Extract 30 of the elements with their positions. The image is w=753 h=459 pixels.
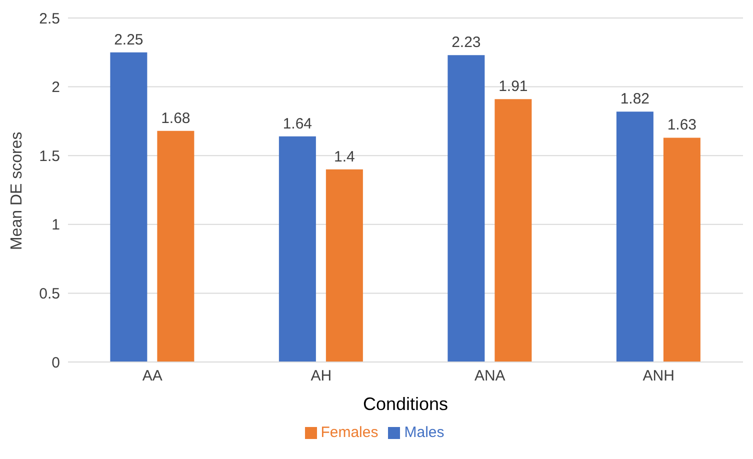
y-tick-label: 0 [52,354,60,372]
x-tick-label: AA [142,368,162,385]
data-label: 1.4 [334,148,355,166]
bar [326,169,363,362]
data-label: 1.68 [161,110,190,127]
y-tick-label: 2 [52,79,60,96]
bar [616,112,654,362]
data-label: 1.82 [620,90,650,108]
data-label: 1.91 [498,78,528,96]
y-axis-title: Mean DE scores [8,132,26,250]
data-label: 2.25 [114,31,144,48]
y-tick-label: 0.5 [39,286,60,303]
data-label: 1.63 [667,116,697,134]
y-tick-label: 1.5 [39,148,60,165]
legend-label: Females [320,424,378,441]
bar [110,52,148,362]
x-axis-title: Conditions [362,394,448,414]
bar [448,55,485,362]
legend-label: Males [404,424,444,441]
data-label: 1.64 [282,115,312,132]
bar [278,136,316,362]
x-tick-label: ANH [642,368,674,385]
data-label: 2.23 [452,34,481,52]
x-tick-label: AH [310,368,332,385]
bar [663,138,700,362]
y-tick-label: 1 [52,216,60,234]
x-tick-label: ANA [474,368,506,385]
y-tick-label: 2.5 [39,10,60,28]
bar [157,130,194,362]
bar [494,99,532,362]
